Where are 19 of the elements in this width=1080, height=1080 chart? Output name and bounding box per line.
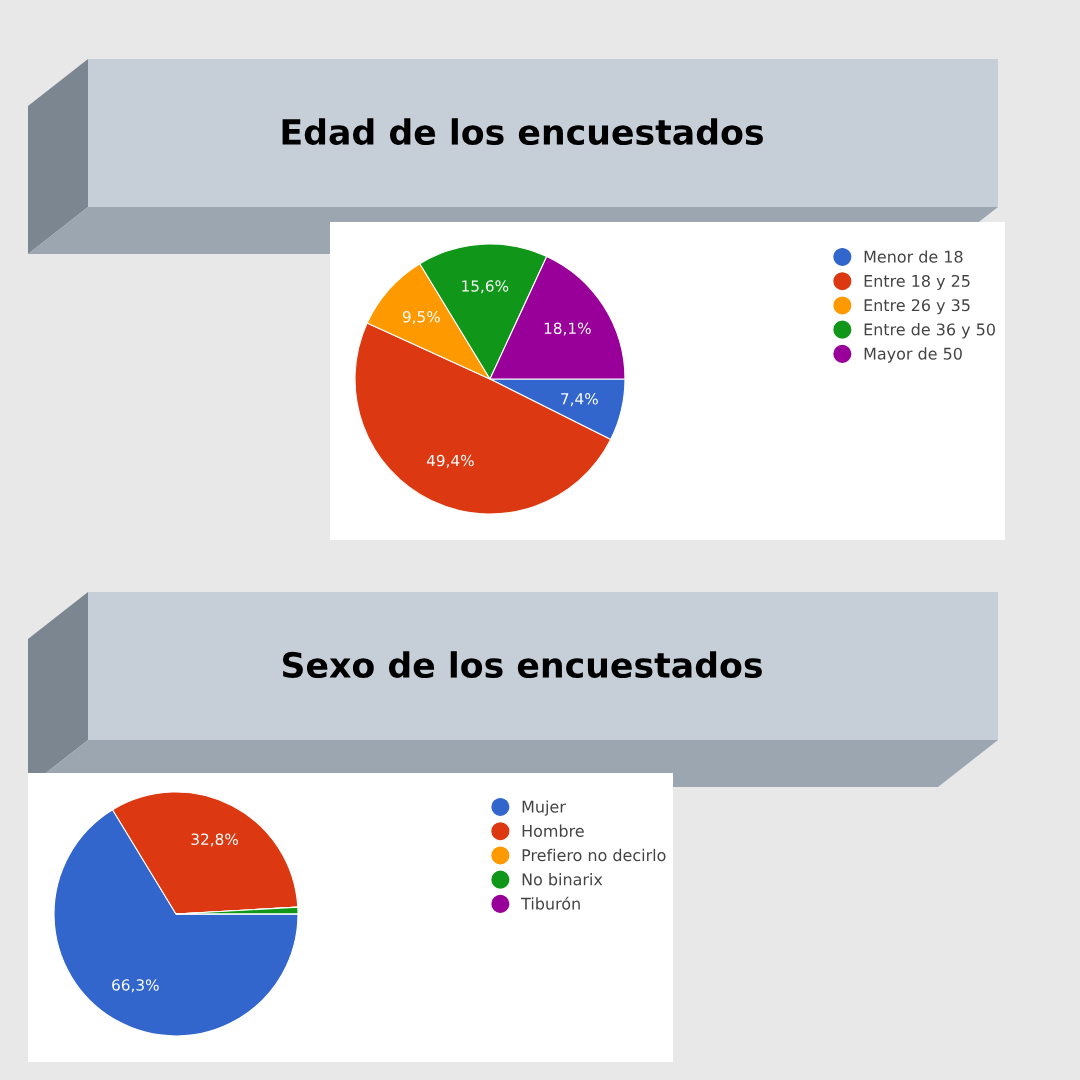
data-label: 18,1%: [544, 322, 591, 336]
legend-label: Mayor de 50: [864, 347, 962, 363]
data-label: 32,8%: [191, 833, 239, 847]
chart-title: Edad de los encuestados: [282, 118, 763, 146]
data-label: 15,6%: [462, 280, 509, 294]
legend-label: Tiburón: [521, 896, 580, 910]
data-label: 9,5%: [402, 310, 440, 325]
legend-label: Hombre: [522, 824, 584, 837]
data-label: 49,4%: [426, 454, 474, 468]
legend-label: Prefiero no decirlo: [522, 848, 666, 862]
legend-label: Menor de 18: [864, 250, 963, 263]
data-label: 7,4%: [561, 393, 598, 407]
chart-title: Sexo de los encuestados: [282, 651, 762, 679]
legend-label: Mujer: [522, 800, 566, 816]
legend-label: Entre de 36 y 50: [864, 323, 995, 339]
legend-label: Entre 26 y 35: [864, 299, 970, 315]
legend-label: No binarix: [522, 873, 603, 886]
legend-label: Entre 18 y 25: [864, 274, 970, 291]
data-label: 66,3%: [112, 979, 159, 993]
